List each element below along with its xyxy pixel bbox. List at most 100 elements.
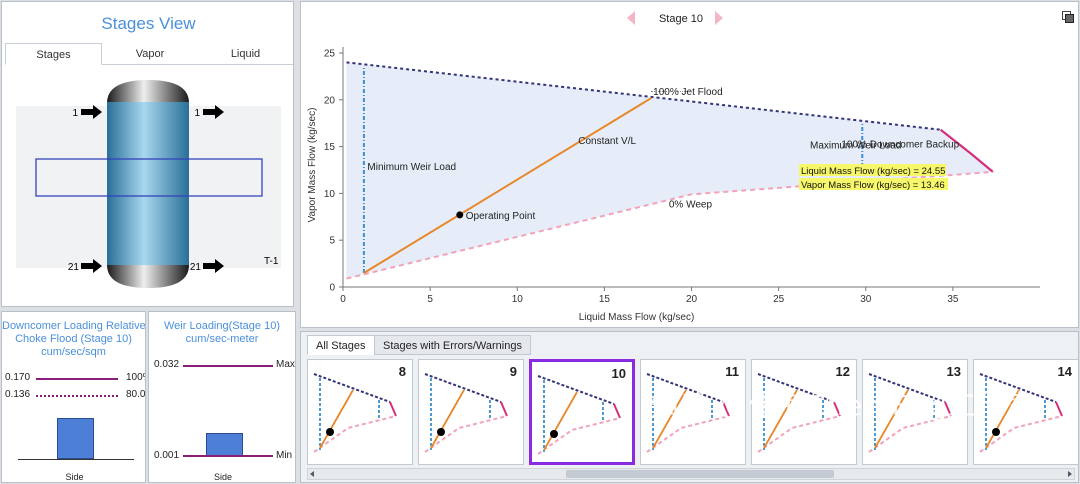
tab-all-stages[interactable]: All Stages [307, 335, 375, 355]
downcomer-bar [57, 417, 94, 459]
x-axis-label: Liquid Mass Flow (kg/sec) [579, 312, 695, 323]
x-tick-label: 0 [340, 294, 346, 305]
x-tick-label: 15 [599, 294, 611, 305]
stage-mini-chart [424, 373, 508, 453]
tooltip-line-1: Liquid Mass Flow (kg/sec) = 24.55 [801, 166, 945, 177]
mini-jet-flood [537, 375, 615, 405]
operating-point-marker [456, 211, 464, 219]
stage-thumbnail[interactable]: 13 [862, 359, 968, 465]
column-body[interactable] [107, 102, 189, 266]
stage-thumbnail[interactable]: 9 [418, 359, 524, 465]
stage-thumbnail[interactable]: 14 [973, 359, 1078, 465]
mini-jet-flood [646, 373, 724, 403]
weir-bar-label: Side [213, 472, 232, 482]
x-tick-label: 10 [512, 294, 524, 305]
weir-max-line [183, 365, 273, 367]
x-tick-label: 20 [686, 294, 698, 305]
y-tick-label: 5 [329, 236, 335, 247]
stage-thumbnails-panel: All Stages Stages with Errors/Warnings 8… [300, 331, 1079, 483]
column-name: T-1 [264, 256, 279, 267]
mini-downcomer [944, 401, 952, 417]
mini-weep [537, 417, 621, 455]
watermark: 知乎 @化海ChemEng工作室 [651, 389, 1035, 422]
mini-weep [424, 415, 508, 453]
stage-number: 13 [946, 364, 961, 379]
stage-thumbnail[interactable]: 10 [529, 359, 635, 465]
weir-bar [206, 433, 243, 457]
tab-vapor[interactable]: Vapor [135, 48, 165, 60]
y-tick-label: 20 [324, 95, 336, 106]
scrollbar-thumb[interactable] [566, 470, 834, 478]
y-tick-label: 15 [324, 142, 336, 153]
mini-constant-vl [319, 389, 354, 449]
stage-thumbnail[interactable]: 11 [640, 359, 746, 465]
chart-annotation: Constant V/L [578, 136, 636, 147]
weir-min-value: 0.001 [154, 450, 180, 461]
y-tick-label: 10 [324, 189, 336, 200]
stage-selection-box[interactable] [35, 158, 263, 197]
mini-jet-flood [979, 373, 1057, 403]
feed-label-top-right: 1 [194, 108, 200, 119]
mini-downcomer [1055, 401, 1063, 417]
scroll-right-icon[interactable] [1068, 471, 1072, 477]
mini-operating-point [326, 428, 334, 436]
stage-mini-chart [646, 373, 730, 453]
stage-thumbnail[interactable]: 12 [751, 359, 857, 465]
downcomer-row2-value: 0.136 [5, 389, 31, 400]
next-stage-icon[interactable] [715, 11, 723, 25]
stage-number: 12 [835, 364, 850, 379]
downcomer-row1-line [36, 378, 118, 380]
weir-max-value: 0.032 [154, 359, 180, 370]
stage-mini-chart [537, 375, 621, 455]
tab-stages[interactable]: Stages [5, 43, 102, 65]
x-tick-label: 30 [860, 294, 872, 305]
tab-liquid[interactable]: Liquid [230, 48, 261, 60]
weir-title-1: Weir Loading(Stage 10) [164, 320, 280, 332]
stages-view-panel: Stages View Stages Vapor Liquid 1 1 21 2… [1, 1, 294, 307]
x-tick-label: 35 [947, 294, 959, 305]
series-0-weep [346, 170, 994, 280]
product-arrow-icon [203, 105, 224, 119]
downcomer-title-2: Choke Flood (Stage 10) [15, 333, 132, 345]
mini-jet-flood [313, 373, 391, 403]
feed-arrow-icon [81, 259, 102, 273]
mini-constant-vl [652, 389, 687, 449]
stages-view-title: Stages View [101, 14, 196, 33]
scroll-left-icon[interactable] [310, 471, 314, 477]
downcomer-row1-value: 0.170 [5, 372, 31, 383]
feed-arrow-icon [81, 105, 102, 119]
weir-max-label: Max [276, 359, 295, 370]
y-tick-label: 25 [324, 49, 336, 60]
weir-min-label: Min [276, 450, 293, 461]
stages-view-tabbar: Stages Vapor Liquid [5, 43, 293, 65]
mini-downcomer [389, 401, 397, 417]
mini-constant-vl [985, 389, 1020, 449]
chart-annotation: Maximum Weir Load [810, 140, 902, 151]
feed-label-bottom-right: 21 [190, 262, 202, 273]
stage-number: 10 [611, 366, 626, 381]
stage-thumbnail[interactable]: 8 [307, 359, 413, 465]
stage-number: 11 [725, 364, 739, 379]
feed-label-top-left: 1 [72, 108, 78, 119]
horizontal-scrollbar[interactable] [307, 468, 1075, 480]
series-100-downcomer-backup [939, 128, 994, 173]
mini-operating-point [992, 428, 1000, 436]
envelope-fill [346, 62, 993, 279]
tab-stages-errors[interactable]: Stages with Errors/Warnings [374, 335, 531, 355]
mini-downcomer [722, 401, 730, 417]
downcomer-title-3: cum/sec/sqm [41, 346, 106, 358]
stage-label: Stage 10 [658, 13, 704, 25]
tooltip-line-2: Vapor Mass Flow (kg/sec) = 13.46 [801, 180, 945, 191]
chart-annotation: 0% Weep [669, 199, 713, 210]
export-icon[interactable] [1062, 11, 1074, 23]
stage-number: 14 [1057, 364, 1072, 379]
mini-constant-vl [763, 389, 798, 449]
operating-envelope-chart[interactable]: Operating Point 100% Jet Flood Constant V/… [301, 2, 1079, 328]
stage-mini-chart [313, 373, 397, 453]
tooltip-bg-2 [799, 178, 948, 190]
weir-title-2: cum/sec-meter [185, 333, 259, 345]
mini-constant-vl [430, 389, 465, 449]
chart-annotation: 100% Downcomer Backup [841, 140, 959, 151]
prev-stage-icon[interactable] [627, 11, 635, 25]
mini-operating-point [437, 428, 445, 436]
